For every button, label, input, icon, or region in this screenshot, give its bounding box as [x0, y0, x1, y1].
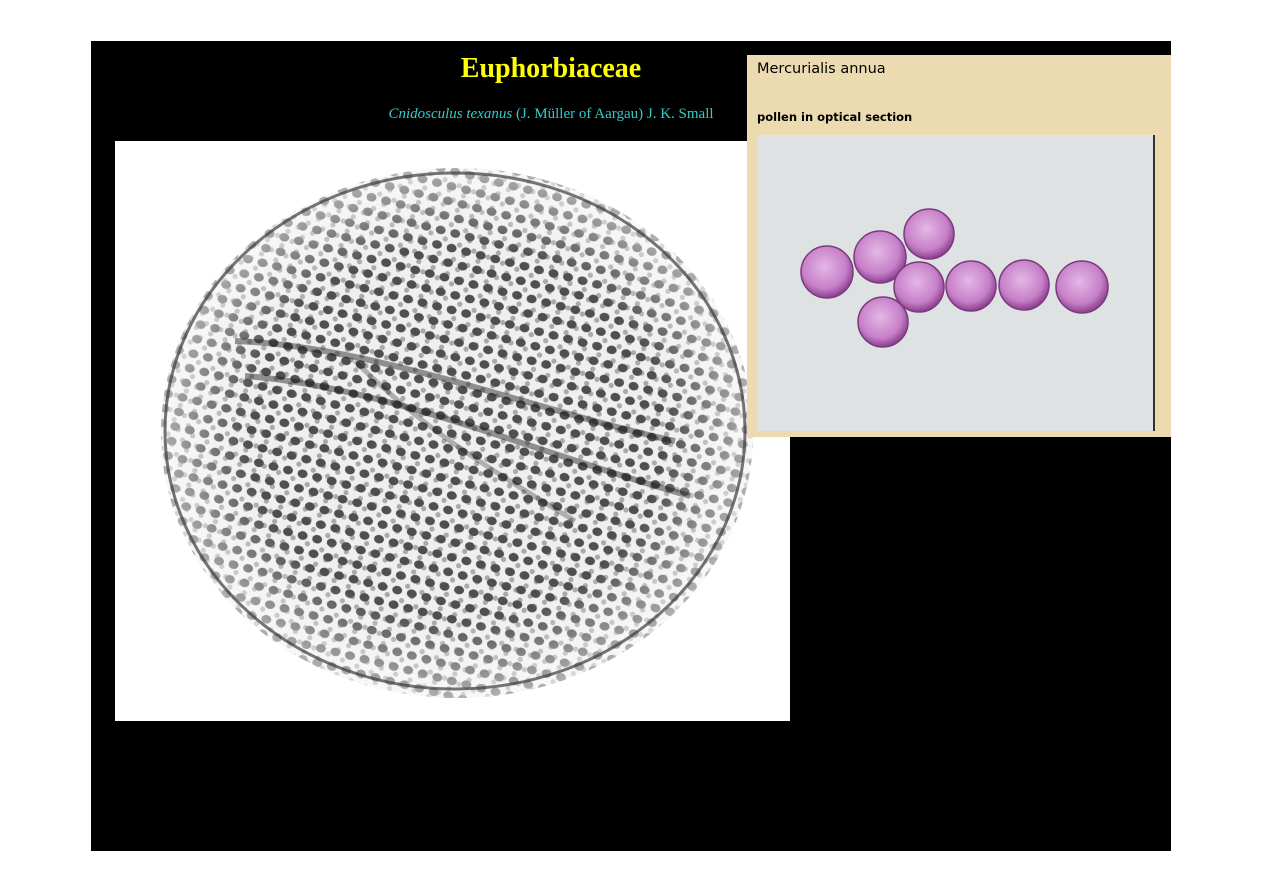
pollen-grain [857, 296, 909, 348]
inset-micrograph [757, 135, 1155, 431]
inset-species-name: Mercurialis annua [757, 61, 886, 77]
pollen-grain [945, 260, 997, 312]
inset-caption: pollen in optical section [757, 110, 913, 124]
pollen-grain-image [161, 168, 753, 698]
pollen-grain [893, 261, 945, 313]
slide-title: Euphorbiaceae [460, 53, 642, 84]
slide-subtitle: Cnidosculus texanus (J. Müller of Aargau… [91, 106, 1011, 123]
pollen-grain [800, 245, 854, 299]
slide: Euphorbiaceae Cnidosculus texanus (J. Mü… [91, 41, 1171, 851]
pollen-grain [1055, 260, 1109, 314]
pollen-grain [998, 259, 1050, 311]
pollen-grain [853, 230, 907, 284]
pollen-micrograph [115, 141, 790, 721]
pollen-grain [903, 208, 955, 260]
pollen-grains-image [800, 208, 1109, 348]
pollen-grains [800, 208, 1109, 348]
inset-panel: Mercurialis annua pollen in optical sect… [747, 55, 1171, 437]
species-name: Cnidosculus texanus [388, 106, 513, 122]
species-authority: (J. Müller of Aargau) J. K. Small [512, 106, 714, 122]
